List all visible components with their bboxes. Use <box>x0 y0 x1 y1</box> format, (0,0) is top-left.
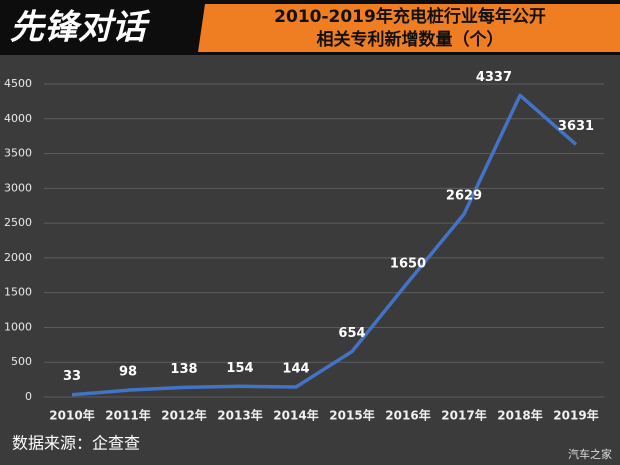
y-tick-label: 3000 <box>4 181 32 194</box>
x-tick-label: 2010年 <box>49 408 94 423</box>
y-tick-label: 2500 <box>4 216 32 229</box>
x-tick-label: 2013年 <box>217 408 262 423</box>
x-tick-label: 2016年 <box>385 408 430 423</box>
y-tick-label: 1500 <box>4 286 32 299</box>
x-tick-label: 2014年 <box>273 408 318 423</box>
value-label: 2629 <box>446 189 482 204</box>
x-tick-label: 2015年 <box>329 408 374 423</box>
y-tick-label: 3500 <box>4 147 32 160</box>
chart-title: 2010-2019年充电桩行业每年公开 <box>274 6 546 27</box>
value-label: 4337 <box>476 70 512 85</box>
brand: 先锋对话 <box>10 8 151 48</box>
y-tick-label: 4500 <box>4 77 32 90</box>
y-tick-label: 500 <box>11 355 32 368</box>
y-tick-label: 1000 <box>4 320 32 333</box>
data-line <box>71 93 578 397</box>
value-label: 654 <box>338 326 365 341</box>
y-tick-label: 0 <box>25 390 32 403</box>
title-box <box>198 4 620 52</box>
source: 数据来源：企查查 <box>12 434 140 453</box>
value-label: 98 <box>119 365 137 380</box>
y-tick-label: 2000 <box>4 251 32 264</box>
value-label: 154 <box>226 361 253 376</box>
value-label: 138 <box>170 362 197 377</box>
x-tick-label: 2017年 <box>441 408 486 423</box>
x-tick-label: 2019年 <box>553 408 598 423</box>
value-label: 33 <box>63 369 81 384</box>
value-label: 3631 <box>558 119 594 134</box>
value-label: 1650 <box>390 257 426 272</box>
y-tick-label: 4000 <box>4 112 32 125</box>
chart-title: 相关专利新增数量（个） <box>317 29 504 50</box>
x-tick-label: 2018年 <box>497 408 542 423</box>
x-tick-label: 2011年 <box>105 408 150 423</box>
watermark: 汽车之家 <box>568 447 612 461</box>
value-label: 144 <box>282 361 309 376</box>
x-tick-label: 2012年 <box>161 408 206 423</box>
